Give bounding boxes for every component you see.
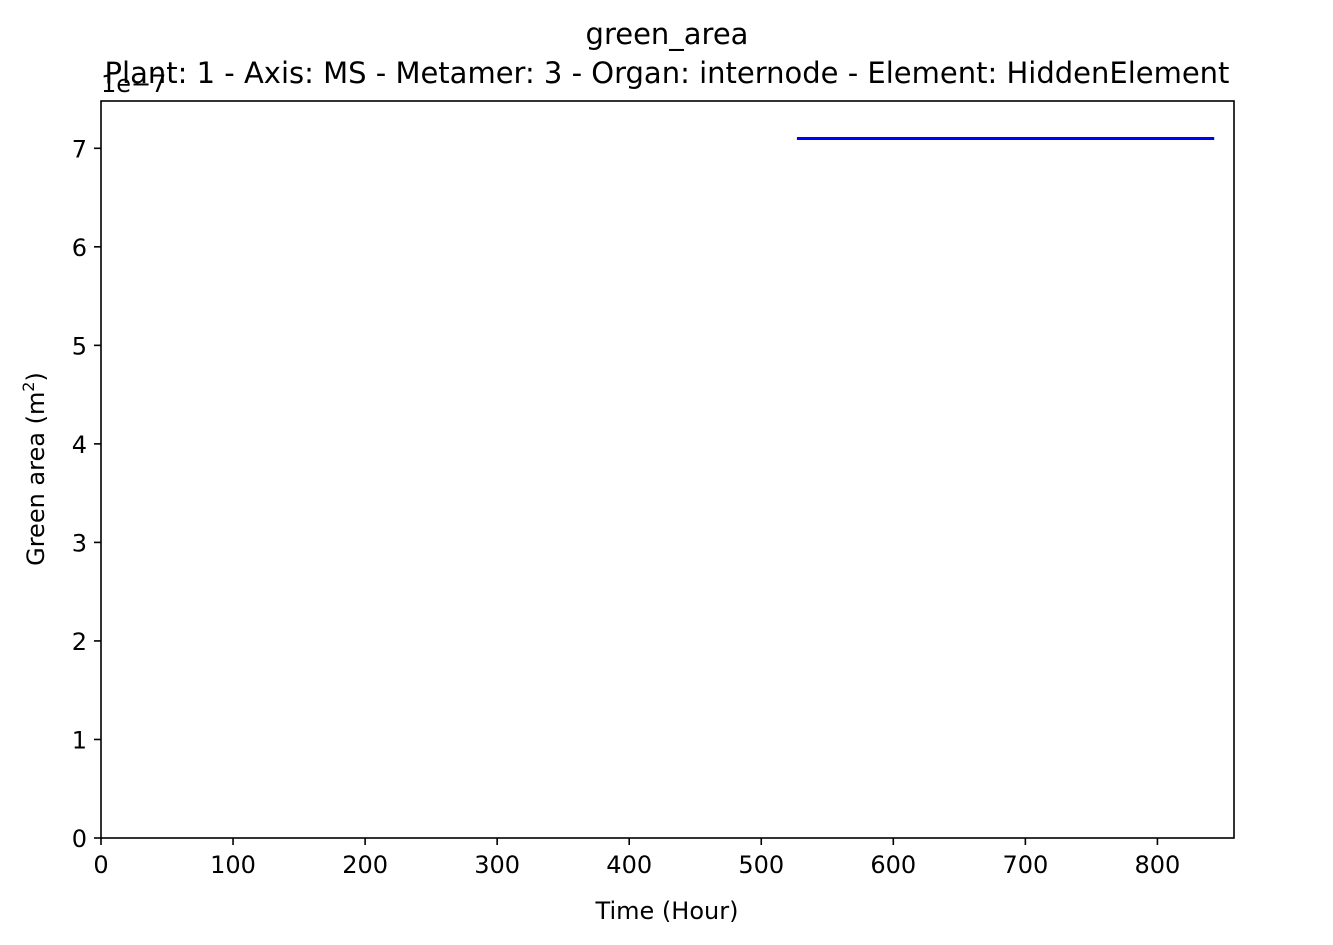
x-axis-label: Time (Hour) bbox=[595, 897, 739, 925]
chart-title: green_area bbox=[586, 17, 749, 51]
x-tick-label: 0 bbox=[93, 851, 108, 879]
x-tick-label: 200 bbox=[342, 851, 388, 879]
x-tick-label: 400 bbox=[606, 851, 652, 879]
y-axis: 0 1 2 3 4 5 6 7 bbox=[72, 135, 101, 853]
x-axis: 0 100 200 300 400 500 600 700 800 bbox=[93, 838, 1180, 879]
y-axis-label-end: ) bbox=[22, 372, 50, 381]
x-tick-label: 600 bbox=[870, 851, 916, 879]
y-axis-label-main: Green area (m bbox=[22, 392, 50, 566]
y-tick-label: 5 bbox=[72, 332, 87, 360]
y-axis-label-sup: 2 bbox=[19, 381, 38, 391]
y-offset-label: 1e−7 bbox=[101, 70, 166, 98]
y-tick-label: 2 bbox=[72, 628, 87, 656]
chart-subtitle: Plant: 1 - Axis: MS - Metamer: 3 - Organ… bbox=[105, 56, 1230, 90]
y-tick-label: 7 bbox=[72, 135, 87, 163]
x-tick-label: 700 bbox=[1002, 851, 1048, 879]
x-tick-label: 300 bbox=[474, 851, 520, 879]
y-tick-label: 3 bbox=[72, 529, 87, 557]
y-tick-label: 6 bbox=[72, 234, 87, 262]
x-tick-label: 500 bbox=[738, 851, 784, 879]
x-tick-label: 800 bbox=[1135, 851, 1181, 879]
y-tick-label: 4 bbox=[72, 431, 87, 459]
y-axis-label: Green area (m2) bbox=[19, 372, 50, 566]
x-tick-label: 100 bbox=[210, 851, 256, 879]
plot-frame bbox=[100, 100, 1235, 839]
y-tick-label: 1 bbox=[72, 726, 87, 754]
y-tick-label: 0 bbox=[72, 825, 87, 853]
